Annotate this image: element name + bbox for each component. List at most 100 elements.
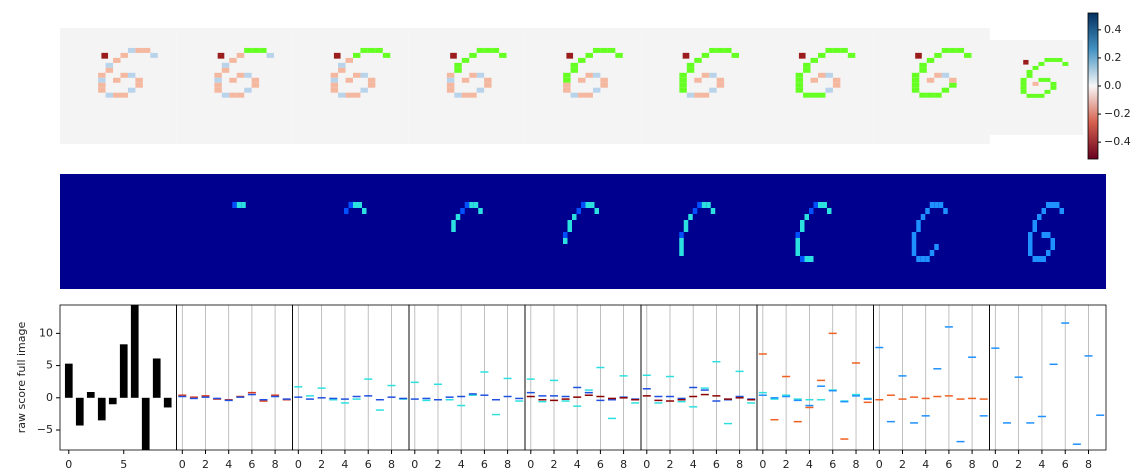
pixel bbox=[491, 47, 500, 53]
mask-pixel bbox=[241, 202, 246, 208]
attribution-images bbox=[60, 28, 1083, 144]
pixel bbox=[345, 77, 353, 83]
mask-pixel bbox=[925, 256, 930, 262]
x-tick-label: 8 bbox=[1085, 458, 1092, 471]
x-tick-label: 2 bbox=[667, 458, 674, 471]
pixel bbox=[330, 82, 339, 88]
pixel bbox=[686, 62, 695, 68]
pixel bbox=[120, 72, 128, 78]
pixel bbox=[469, 92, 477, 98]
mask-pixel bbox=[1041, 256, 1046, 262]
pixel bbox=[1020, 89, 1027, 94]
pixel bbox=[563, 72, 571, 78]
pixel bbox=[113, 57, 121, 63]
mask-pixel bbox=[572, 214, 577, 220]
x-tick-label: 2 bbox=[899, 458, 906, 471]
pixel bbox=[1038, 77, 1045, 82]
pixel bbox=[98, 72, 106, 78]
pixel bbox=[1044, 77, 1051, 82]
mask-pixel bbox=[1050, 238, 1055, 244]
pixel bbox=[360, 87, 368, 93]
pixel bbox=[352, 72, 361, 78]
pixel bbox=[724, 47, 732, 53]
pixel bbox=[236, 72, 245, 78]
pixel bbox=[214, 72, 222, 78]
x-tick-label: 0 bbox=[876, 458, 883, 471]
mask-pixel bbox=[804, 214, 809, 220]
pixel bbox=[810, 92, 818, 98]
hot-pixel bbox=[217, 52, 225, 59]
mask-pixel bbox=[934, 244, 939, 250]
pixel bbox=[926, 92, 935, 98]
pixel bbox=[135, 82, 143, 88]
mask-pixel bbox=[706, 202, 711, 208]
pixel bbox=[964, 52, 972, 58]
pixel bbox=[810, 77, 818, 83]
y-tick-label: 5 bbox=[46, 359, 53, 372]
mask-pixel bbox=[692, 208, 698, 214]
pixel bbox=[585, 52, 593, 58]
pixel bbox=[563, 82, 571, 88]
pixel bbox=[803, 62, 811, 68]
mask-pixel bbox=[1059, 208, 1064, 214]
pixel bbox=[679, 77, 687, 83]
mask-pixel bbox=[1055, 202, 1060, 208]
pixel bbox=[941, 47, 950, 53]
hot-pixel bbox=[450, 52, 457, 59]
pixel bbox=[926, 57, 935, 63]
mask-pixel bbox=[348, 202, 353, 208]
image-bg bbox=[525, 28, 641, 144]
pixel bbox=[1062, 61, 1069, 66]
x-tick-label: 4 bbox=[690, 458, 697, 471]
pixel bbox=[592, 72, 601, 78]
mask-pixel bbox=[911, 232, 917, 238]
pixel bbox=[919, 62, 927, 68]
pixel bbox=[484, 82, 492, 88]
pixel bbox=[716, 47, 725, 53]
x-tick-label: 4 bbox=[806, 458, 813, 471]
pixel bbox=[105, 62, 114, 68]
pixel bbox=[1020, 81, 1027, 86]
mask-pixel bbox=[362, 208, 367, 214]
colorbar-tick-label: −0.4 bbox=[1104, 135, 1131, 148]
pixel bbox=[446, 77, 455, 83]
mask-pixel bbox=[929, 202, 935, 208]
x-tick-label: 2 bbox=[783, 458, 790, 471]
pixel bbox=[1026, 69, 1033, 74]
pixel bbox=[105, 67, 114, 73]
pixel bbox=[446, 72, 455, 78]
y-axis-label: raw score full image bbox=[15, 322, 28, 434]
pixel bbox=[214, 77, 222, 83]
pixel bbox=[454, 92, 462, 98]
pixel bbox=[214, 87, 222, 93]
image-bg bbox=[873, 28, 990, 144]
pixel bbox=[352, 92, 361, 98]
mask-pixel bbox=[1028, 244, 1033, 250]
pixel bbox=[911, 87, 920, 93]
bar bbox=[119, 344, 128, 398]
pixel bbox=[244, 72, 252, 78]
image-bg bbox=[408, 28, 525, 144]
mask-pixel bbox=[1046, 202, 1051, 208]
bar bbox=[86, 392, 95, 398]
pixel bbox=[476, 72, 485, 78]
pixel bbox=[949, 47, 957, 53]
pixel bbox=[679, 82, 687, 88]
mask-pixel bbox=[809, 208, 814, 214]
pixel bbox=[941, 87, 950, 93]
pixel bbox=[919, 67, 927, 73]
pixel bbox=[229, 77, 237, 83]
pixel bbox=[686, 67, 695, 73]
pixel bbox=[105, 92, 114, 98]
pixel bbox=[484, 47, 492, 53]
pixel bbox=[367, 77, 376, 83]
pixel bbox=[236, 92, 245, 98]
x-tick-label: 8 bbox=[388, 458, 395, 471]
pixel bbox=[236, 52, 245, 58]
x-tick-label: 0 bbox=[643, 458, 650, 471]
pixel bbox=[1038, 61, 1045, 66]
bar bbox=[64, 363, 73, 398]
x-tick-label: 2 bbox=[435, 458, 442, 471]
pixel bbox=[817, 72, 826, 78]
pixel bbox=[469, 72, 477, 78]
